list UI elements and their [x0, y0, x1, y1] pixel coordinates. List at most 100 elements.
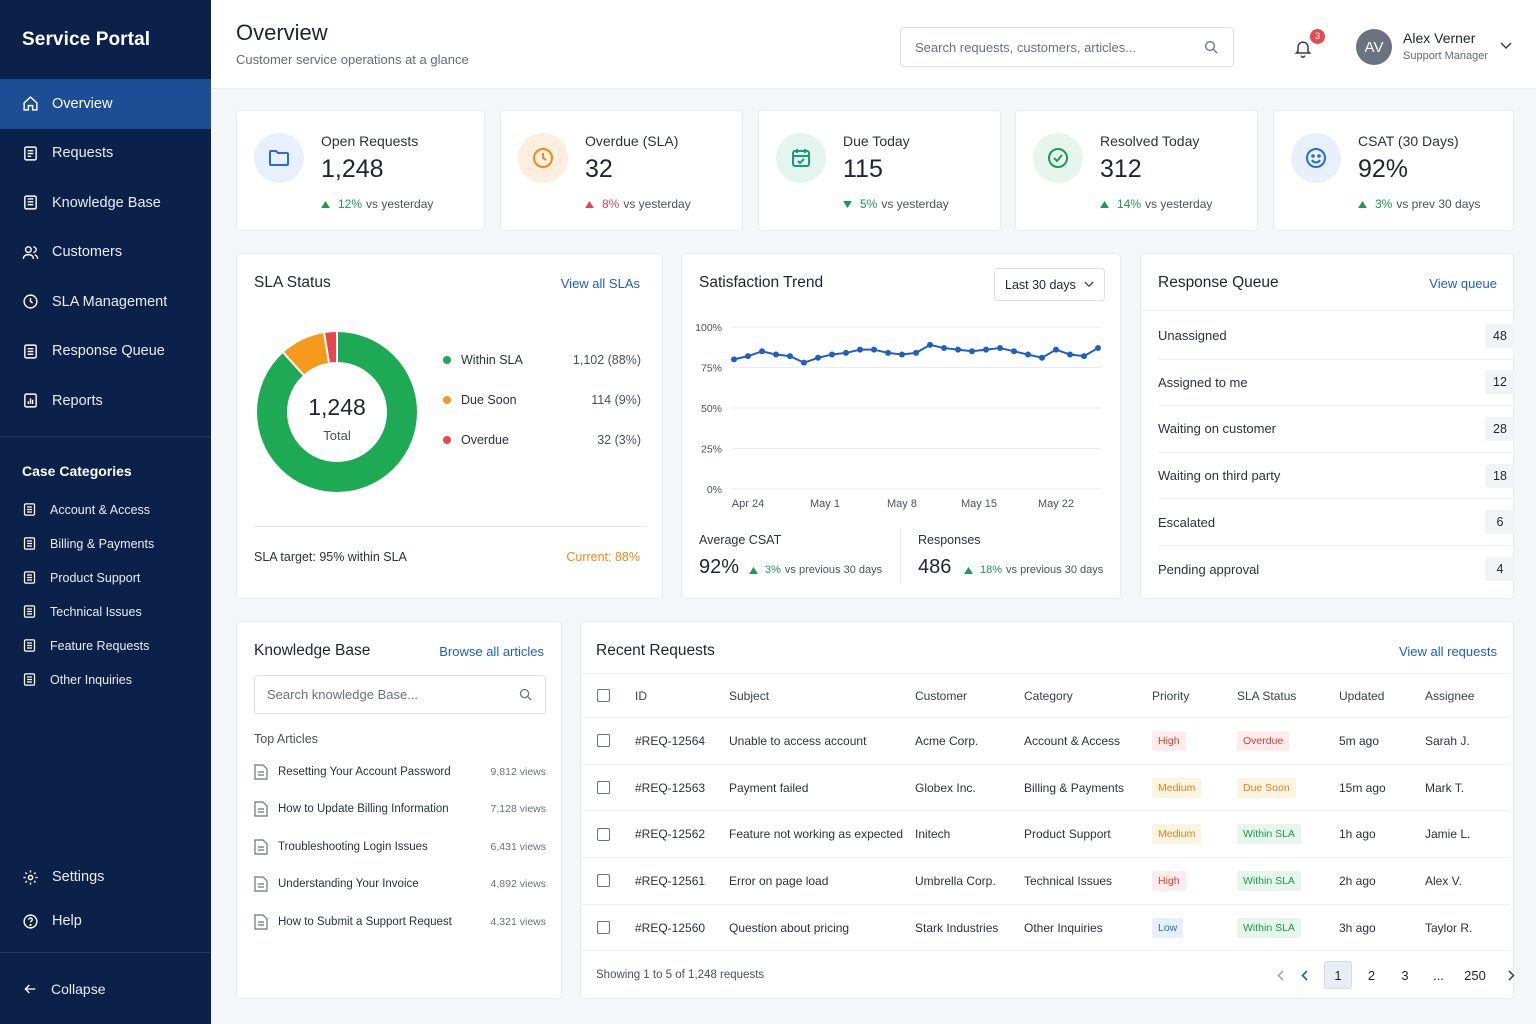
request-updated: 15m ago — [1339, 780, 1386, 795]
change-text: vs previous 30 days — [784, 564, 883, 576]
view-queue-link[interactable]: View queue — [1429, 276, 1497, 291]
table-row[interactable]: #REQ-12563 Payment failed Globex Inc. Bi… — [581, 765, 1510, 812]
category-other-inquiries[interactable]: Other Inquiries — [0, 663, 211, 697]
sidebar-item-reports[interactable]: Reports — [0, 376, 211, 426]
col-customer[interactable]: Customer — [915, 688, 968, 703]
kpi-trend-text: vs yesterday — [366, 197, 434, 211]
article-icon — [254, 764, 268, 780]
col-sla-status[interactable]: SLA Status — [1237, 688, 1297, 703]
request-id[interactable]: #REQ-12560 — [635, 920, 706, 935]
request-id[interactable]: #REQ-12561 — [635, 873, 706, 888]
page-250-button[interactable]: 250 — [1464, 967, 1486, 983]
document-icon — [23, 503, 36, 516]
search-input[interactable] — [915, 39, 1203, 55]
col-category[interactable]: Category — [1024, 688, 1073, 703]
x-tick-label: Apr 24 — [732, 498, 764, 510]
category-billing-payments[interactable]: Billing & Payments — [0, 527, 211, 561]
sidebar-item-help[interactable]: Help — [0, 899, 211, 943]
view-all-slas-link[interactable]: View all SLAs — [560, 276, 640, 291]
search-icon[interactable] — [1203, 39, 1219, 55]
row-checkbox[interactable] — [597, 781, 610, 795]
sidebar-item-sla-management[interactable]: SLA Management — [0, 277, 211, 327]
view-all-requests-link[interactable]: View all requests — [1398, 644, 1497, 659]
next-page-button[interactable] — [1498, 961, 1526, 989]
table-row[interactable]: #REQ-12564 Unable to access account Acme… — [581, 718, 1510, 765]
queue-item-pending-approval[interactable]: Pending approval 4 — [1158, 546, 1515, 593]
data-point — [745, 353, 751, 360]
row-checkbox[interactable] — [597, 734, 610, 748]
category-account-access[interactable]: Account & Access — [0, 493, 211, 527]
table-row[interactable]: #REQ-12561 Error on page load Umbrella C… — [581, 858, 1510, 905]
category-technical-issues[interactable]: Technical Issues — [0, 595, 211, 629]
article-item[interactable]: Resetting Your Account Password 9,812 vi… — [254, 753, 546, 791]
browse-articles-link[interactable]: Browse all articles — [439, 644, 544, 659]
table-row[interactable]: #REQ-12562 Feature not working as expect… — [581, 811, 1510, 859]
prev-page-button[interactable] — [1291, 961, 1319, 989]
col-subject[interactable]: Subject — [729, 688, 770, 703]
page-1-button[interactable]: 1 — [1324, 961, 1352, 989]
sidebar-item-settings[interactable]: Settings — [0, 855, 211, 899]
chevron-down-icon[interactable] — [1500, 42, 1512, 50]
table-row[interactable]: #REQ-12560 Question about pricing Stark … — [581, 905, 1510, 952]
request-id[interactable]: #REQ-12564 — [635, 733, 706, 748]
sidebar-item-knowledge-base[interactable]: Knowledge Base — [0, 178, 211, 228]
request-id[interactable]: #REQ-12562 — [635, 827, 706, 842]
col-assignee[interactable]: Assignee — [1425, 688, 1475, 703]
queue-item-waiting-on-third-party[interactable]: Waiting on third party 18 — [1158, 453, 1515, 500]
sidebar-item-requests[interactable]: Requests — [0, 129, 211, 179]
request-id[interactable]: #REQ-12563 — [635, 780, 706, 795]
collapse-button[interactable]: Collapse — [0, 952, 211, 1024]
page-3-button[interactable]: 3 — [1401, 967, 1409, 983]
request-customer: Globex Inc. — [915, 780, 976, 795]
queue-item-waiting-on-customer[interactable]: Waiting on customer 28 — [1158, 406, 1515, 453]
article-title: Understanding Your Invoice — [278, 878, 419, 891]
queue-label: Unassigned — [1158, 328, 1227, 344]
sidebar-item-overview[interactable]: Overview — [0, 79, 211, 129]
search-icon[interactable] — [518, 687, 533, 702]
queue-item-escalated[interactable]: Escalated 6 — [1158, 499, 1515, 546]
page-2-button[interactable]: 2 — [1367, 967, 1376, 983]
donut-separator — [323, 332, 330, 363]
sidebar-item-response-queue[interactable]: Response Queue — [0, 327, 211, 377]
request-subject: Unable to access account — [729, 733, 867, 748]
col-id[interactable]: ID — [635, 688, 647, 703]
y-tick-label: 0% — [707, 484, 722, 496]
article-item[interactable]: Understanding Your Invoice 4,892 views — [254, 866, 546, 904]
kb-search — [254, 675, 546, 714]
kpi-card-open-requests[interactable]: Open Requests 1,248 12% vs yesterday — [236, 110, 485, 231]
category-feature-requests[interactable]: Feature Requests — [0, 629, 211, 663]
col-priority[interactable]: Priority — [1152, 688, 1190, 703]
request-category: Technical Issues — [1024, 873, 1113, 888]
select-all-checkbox[interactable] — [597, 689, 610, 702]
bell-icon[interactable] — [1293, 37, 1313, 59]
row-checkbox[interactable] — [597, 921, 610, 935]
col-updated[interactable]: Updated — [1339, 688, 1385, 703]
kpi-card-due-today[interactable]: Due Today 115 5% vs yesterday — [758, 110, 1001, 231]
data-point — [857, 346, 863, 353]
queue-item-unassigned[interactable]: Unassigned 48 — [1158, 313, 1515, 360]
range-select[interactable]: Last 30 days — [994, 268, 1105, 301]
article-item[interactable]: How to Submit a Support Request 4,321 vi… — [254, 903, 546, 941]
kb-search-input[interactable] — [267, 687, 518, 702]
kpi-trend-pct: 8% — [602, 197, 620, 211]
article-item[interactable]: Troubleshooting Login Issues 6,431 views — [254, 828, 546, 866]
row-checkbox[interactable] — [597, 874, 610, 888]
avatar[interactable]: AV — [1356, 29, 1392, 65]
kpi-card-overdue[interactable]: Overdue (SLA) 32 8% vs yesterday — [500, 110, 743, 231]
chevron-left-icon — [1301, 969, 1308, 981]
article-item[interactable]: How to Update Billing Information 7,128 … — [254, 791, 546, 829]
brand-title[interactable]: Service Portal — [22, 28, 151, 50]
sidebar-item-customers[interactable]: Customers — [0, 228, 211, 278]
kpi-icon-bg — [776, 133, 826, 183]
kpi-card-resolved-today[interactable]: Resolved Today 312 14% vs yesterday — [1015, 110, 1258, 231]
category-list: Account & Access Billing & Payments Prod… — [0, 493, 211, 697]
sidebar-item-label: Reports — [52, 392, 103, 409]
first-page-button[interactable] — [1267, 961, 1295, 989]
kpi-card-csat[interactable]: CSAT (30 Days) 92% 3% vs prev 30 days — [1273, 110, 1514, 231]
pagination: 1 2 3 ... 250 — [1261, 960, 1526, 990]
queue-item-assigned-to-me[interactable]: Assigned to me 12 — [1158, 360, 1515, 407]
row-checkbox[interactable] — [597, 827, 610, 841]
data-point — [1011, 348, 1017, 355]
category-product-support[interactable]: Product Support — [0, 561, 211, 595]
kpi-trend: 12% vs yesterday — [321, 197, 433, 211]
